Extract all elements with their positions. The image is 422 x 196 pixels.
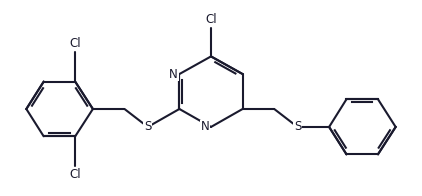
Text: S: S (144, 121, 151, 133)
Text: N: N (169, 68, 178, 81)
Text: Cl: Cl (70, 37, 81, 50)
Text: N: N (200, 121, 209, 133)
Text: Cl: Cl (70, 168, 81, 181)
Text: Cl: Cl (205, 14, 217, 26)
Text: S: S (294, 121, 301, 133)
